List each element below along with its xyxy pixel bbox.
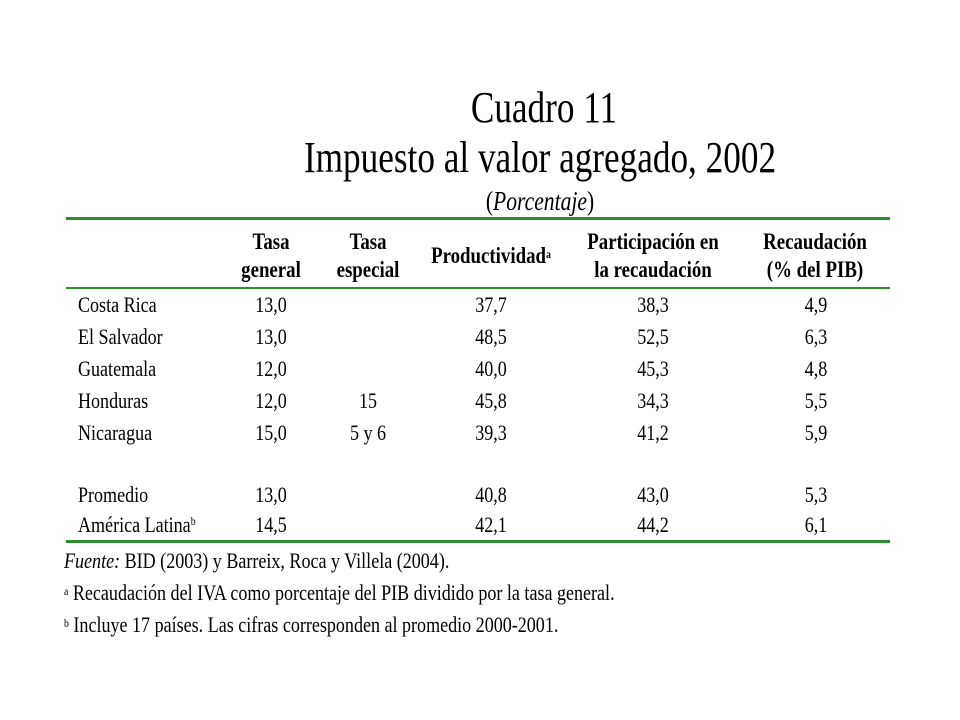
header-line: especial: [336, 257, 400, 282]
tasa-general-cell: 13,0: [255, 324, 287, 349]
recaudacion-cell: 4,8: [804, 356, 828, 381]
recaudacion-cell: 5,9: [804, 420, 828, 445]
country-cell: Costa Rica: [78, 292, 157, 318]
participacion-cell: 41,2: [637, 420, 669, 445]
tasa-general-cell: 14,5: [255, 512, 287, 537]
header-line: Tasa: [349, 229, 387, 254]
header-line: (% del PIB): [766, 257, 864, 282]
country-cell: Nicaragua: [78, 420, 152, 446]
footnote-a-mark: a: [64, 584, 69, 598]
header-recaudacion: Recaudación (% del PIB): [749, 228, 880, 284]
country-name: Promedio: [78, 482, 149, 507]
header-line: Recaudación: [763, 229, 867, 254]
participacion-cell: 45,3: [637, 356, 669, 381]
participacion-cell: 34,3: [637, 388, 669, 413]
participacion-cell: 52,5: [637, 324, 669, 349]
tasa-general-cell: 13,0: [255, 482, 287, 507]
country-name: Honduras: [78, 388, 149, 413]
table-title: Cuadro 11: [470, 83, 618, 132]
productividad-cell: 48,5: [475, 324, 507, 349]
footnote-b-mark: b: [64, 616, 69, 630]
header-tasa-especial: Tasa especial: [323, 228, 413, 284]
recaudacion-cell: 5,3: [804, 482, 828, 507]
country-cell: América Latinab: [78, 512, 196, 538]
unit-open-paren: (: [485, 186, 494, 216]
country-name: América Latina: [78, 512, 191, 537]
productividad-cell: 42,1: [475, 512, 507, 537]
recaudacion-cell: 6,3: [804, 324, 828, 349]
header-line: general: [241, 257, 301, 282]
country-cell: Honduras: [78, 388, 148, 414]
recaudacion-cell: 5,5: [804, 388, 828, 413]
header-tasa-general: Tasa general: [226, 228, 316, 284]
header-participacion: Participación en la recaudación: [575, 228, 731, 284]
tasa-especial-cell: 5 y 6: [349, 420, 387, 445]
country-cell: Guatemala: [78, 356, 156, 382]
header-line: Tasa: [252, 229, 290, 254]
footnote-b: b Incluye 17 países. Las cifras correspo…: [64, 612, 558, 638]
header-productividad: Productividada: [420, 242, 561, 270]
footnote-a-text: Recaudación del IVA como porcentaje del …: [68, 580, 615, 605]
table-top-rule: [66, 217, 890, 220]
country-cell: Promedio: [78, 482, 148, 508]
tasa-especial-cell: 15: [358, 388, 378, 413]
footnote-marker-b: b: [190, 514, 196, 528]
country-name: Costa Rica: [78, 292, 157, 317]
unit-text: Porcentaje: [493, 186, 587, 216]
productividad-cell: 40,8: [475, 482, 507, 507]
footnote-b-text: Incluye 17 países. Las cifras correspond…: [68, 612, 559, 637]
footnote-marker-a: a: [546, 247, 551, 261]
productividad-cell: 40,0: [475, 356, 507, 381]
recaudacion-cell: 4,9: [804, 292, 828, 317]
tasa-general-cell: 12,0: [255, 356, 287, 381]
country-name: El Salvador: [78, 324, 163, 349]
tasa-general-cell: 12,0: [255, 388, 287, 413]
header-line: Productividad: [431, 243, 547, 268]
source-note: Fuente: BID (2003) y Barreix, Roca y Vil…: [64, 548, 449, 574]
participacion-cell: 43,0: [637, 482, 669, 507]
recaudacion-cell: 6,1: [804, 512, 828, 537]
header-line: la recaudación: [594, 257, 712, 282]
unit-close-paren: ): [586, 186, 595, 216]
table-bottom-rule: [66, 540, 890, 543]
table-subtitle: Impuesto al valor agregado, 2002: [303, 133, 777, 182]
country-name: Guatemala: [78, 356, 157, 381]
participacion-cell: 38,3: [637, 292, 669, 317]
table-header-rule: [66, 287, 890, 289]
productividad-cell: 39,3: [475, 420, 507, 445]
productividad-cell: 37,7: [475, 292, 507, 317]
source-text: BID (2003) y Barreix, Roca y Villela (20…: [120, 548, 450, 573]
country-cell: El Salvador: [78, 324, 163, 350]
productividad-cell: 45,8: [475, 388, 507, 413]
source-label: Fuente:: [64, 548, 121, 573]
footnote-a: a Recaudación del IVA como porcentaje de…: [64, 580, 615, 606]
country-name: Nicaragua: [78, 420, 153, 445]
tasa-general-cell: 15,0: [255, 420, 287, 445]
participacion-cell: 44,2: [637, 512, 669, 537]
table-unit: (Porcentaje): [156, 186, 924, 216]
tasa-general-cell: 13,0: [255, 292, 287, 317]
header-line: Participación en: [587, 229, 719, 254]
